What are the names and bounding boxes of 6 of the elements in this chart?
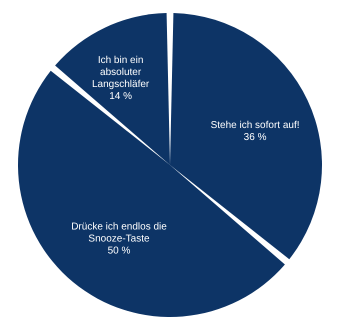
slice-label: Stehe ich sofort auf! bbox=[210, 120, 300, 131]
data-label: 14 % bbox=[109, 91, 132, 102]
data-label: 36 % bbox=[244, 132, 267, 143]
data-label: 50 % bbox=[108, 246, 131, 257]
slice-label: Ich bin ein absoluter Langschläfer bbox=[92, 55, 150, 90]
slice-label: Drücke ich endlos die Snooze-Taste bbox=[71, 222, 168, 245]
